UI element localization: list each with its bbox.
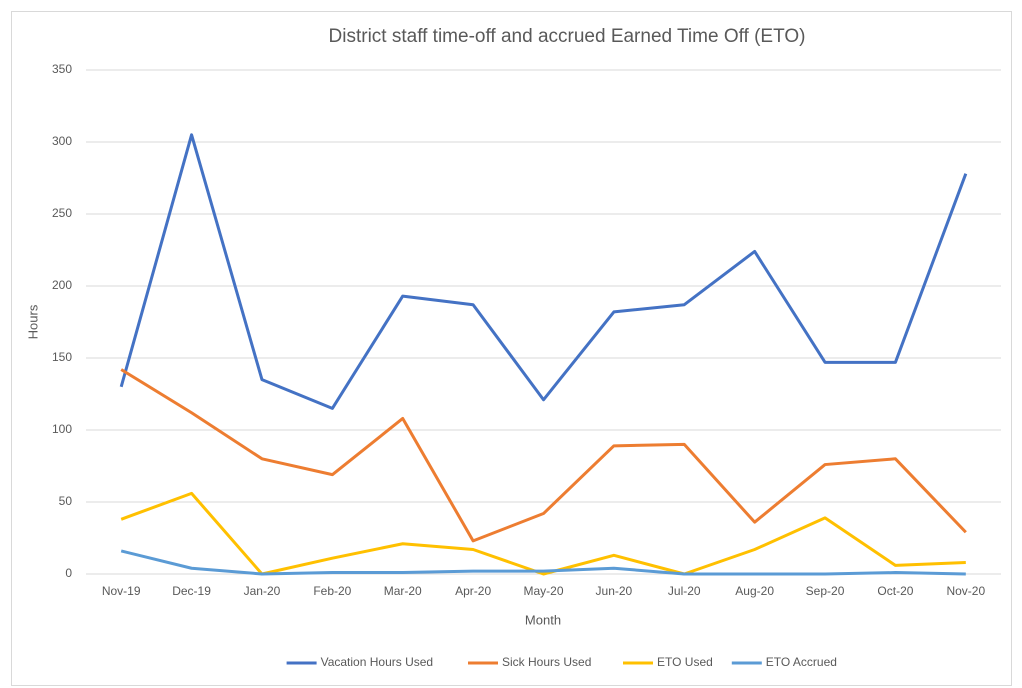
legend-label: ETO Accrued	[766, 655, 837, 669]
x-tick-label: Nov-19	[102, 584, 141, 598]
x-tick-label: Sep-20	[806, 584, 845, 598]
line-series	[120, 549, 966, 576]
y-tick-label: 150	[52, 350, 72, 364]
x-tick-label: Jul-20	[668, 584, 701, 598]
y-tick-label: 50	[59, 494, 73, 508]
x-tick-label: Dec-19	[172, 584, 211, 598]
x-tick-label: Nov-20	[946, 584, 985, 598]
legend-label: ETO Used	[657, 655, 713, 669]
x-tick-label: Aug-20	[735, 584, 774, 598]
x-tick-label: May-20	[523, 584, 563, 598]
chart-title: District staff time-off and accrued Earn…	[329, 26, 806, 47]
y-tick-label: 250	[52, 206, 72, 220]
line-series	[120, 368, 967, 543]
line-series	[119, 133, 968, 410]
x-tick-label: Oct-20	[877, 584, 913, 598]
chart-border	[11, 11, 1012, 686]
y-tick-label: 0	[65, 566, 72, 580]
legend-label: Sick Hours Used	[502, 655, 591, 669]
x-axis-title: Month	[525, 612, 561, 627]
x-tick-label: Apr-20	[455, 584, 491, 598]
x-tick-label: Feb-20	[313, 584, 351, 598]
x-tick-label: Mar-20	[384, 584, 422, 598]
x-tick-label: Jun-20	[596, 584, 633, 598]
y-tick-label: 100	[52, 422, 72, 436]
x-tick-label: Jan-20	[244, 584, 281, 598]
y-axis-title: Hours	[25, 304, 40, 339]
y-tick-label: 350	[52, 62, 72, 76]
y-tick-label: 300	[52, 134, 72, 148]
y-tick-label: 200	[52, 278, 72, 292]
legend-label: Vacation Hours Used	[321, 655, 434, 669]
